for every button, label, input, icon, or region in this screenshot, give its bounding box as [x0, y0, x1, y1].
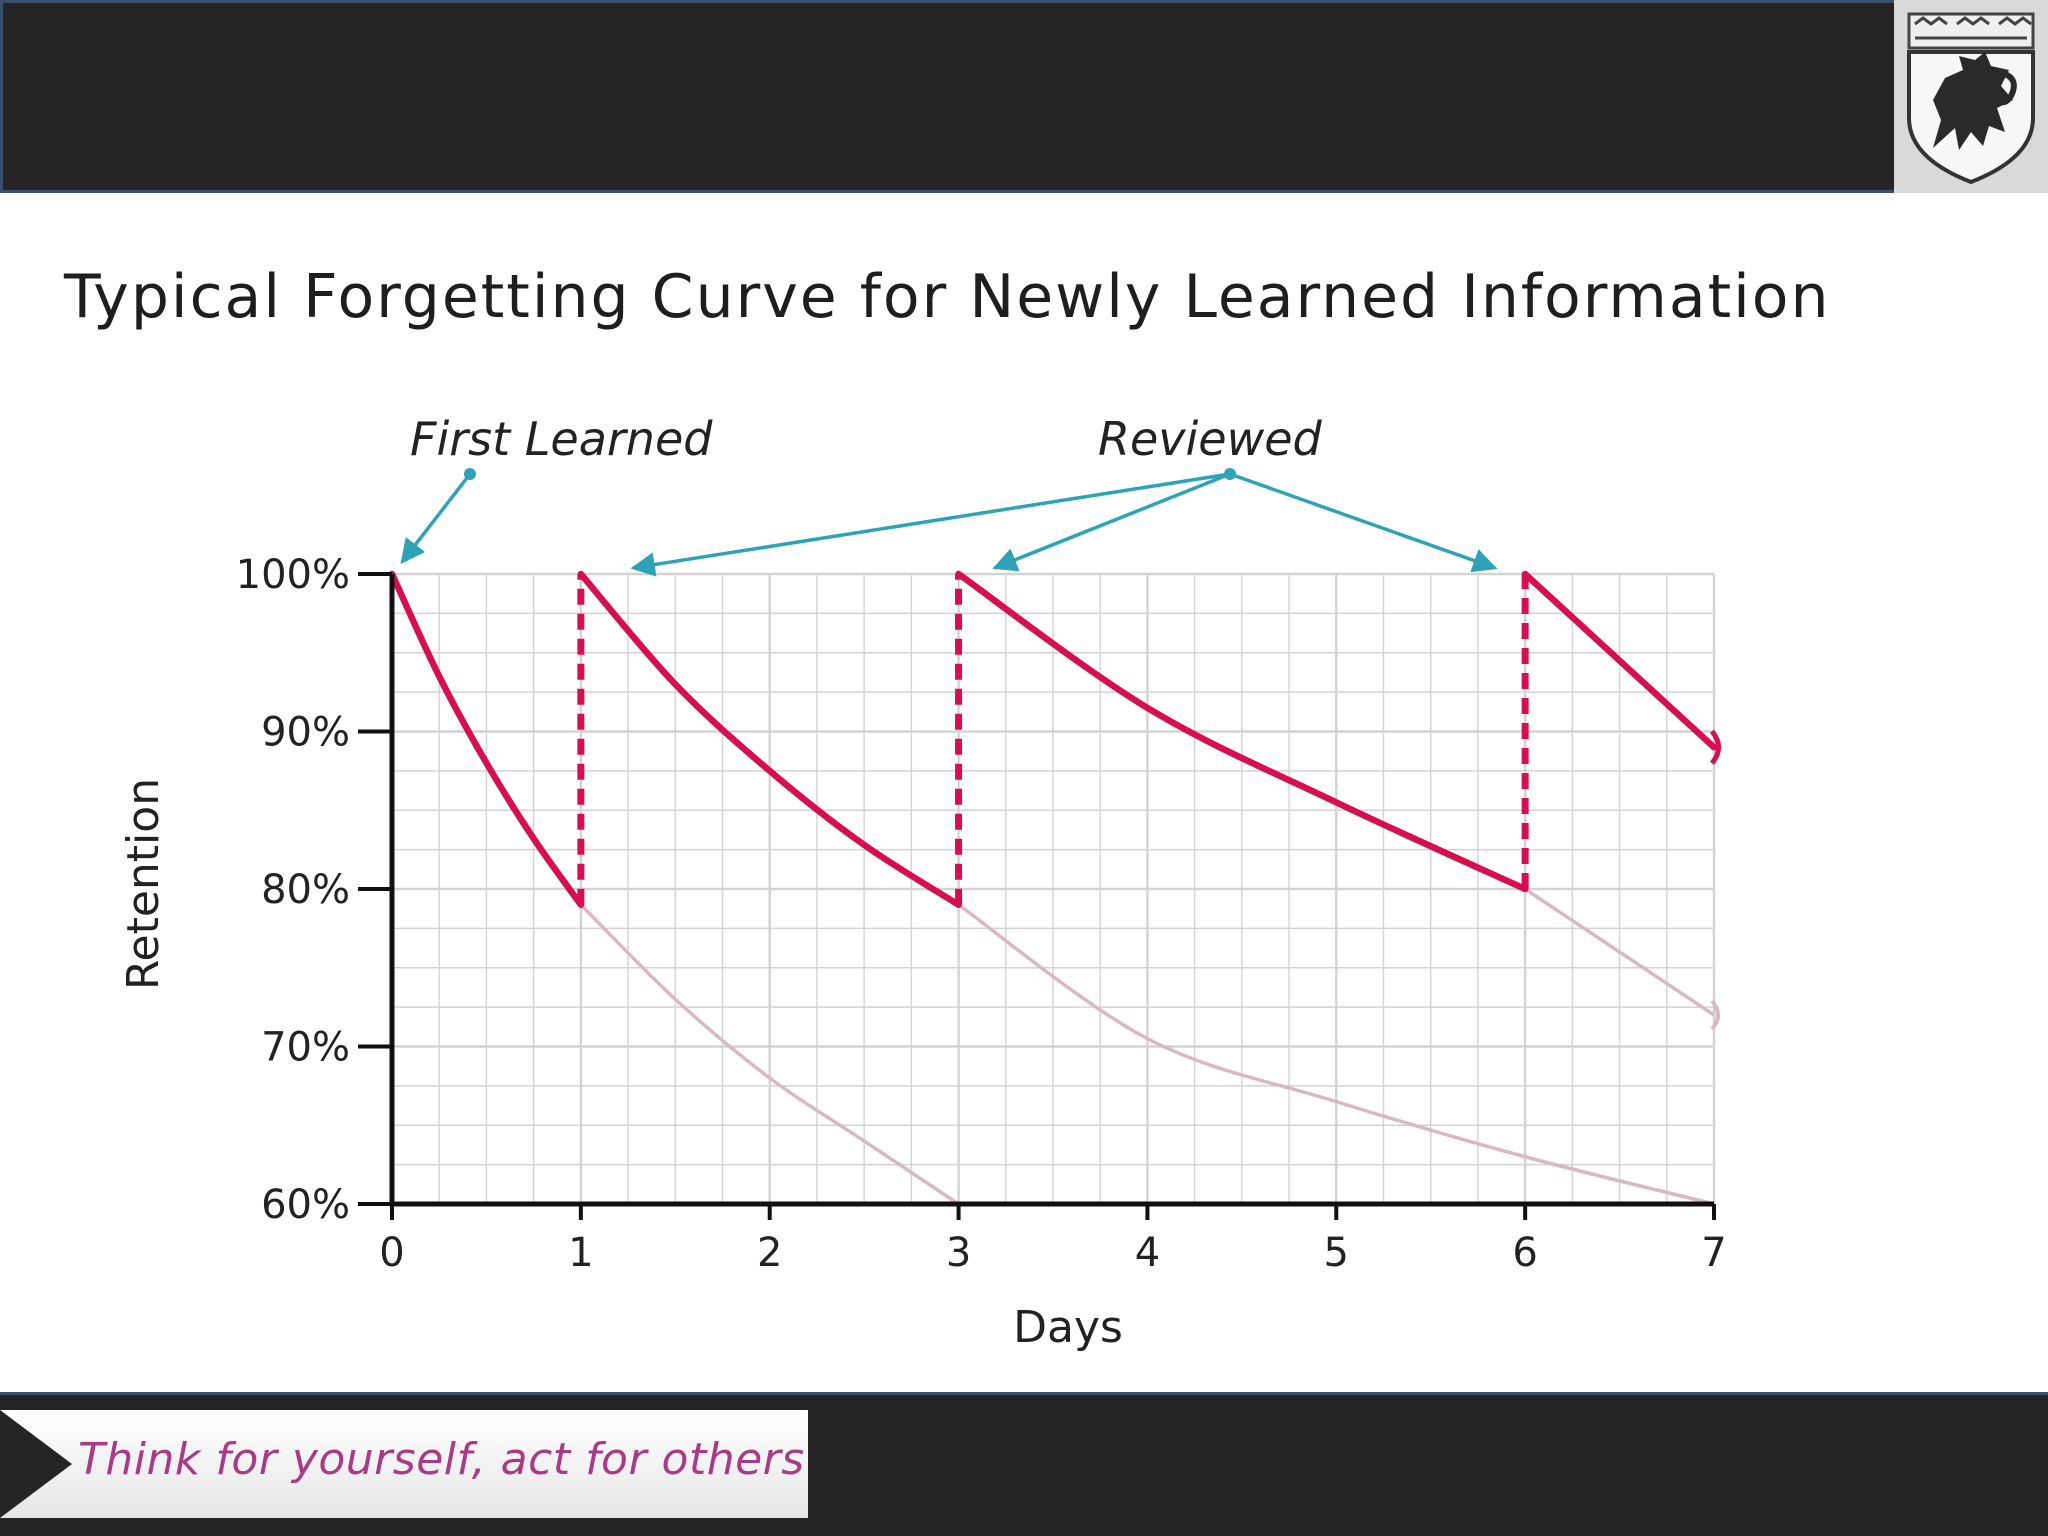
header-bar: [0, 0, 2048, 193]
annotation-arrow: [992, 472, 1231, 572]
x-tick-label: 1: [568, 1230, 593, 1276]
active-forgetting-curve: [388, 570, 585, 908]
x-tick-label: 2: [757, 1230, 782, 1276]
first-learned-label: First Learned: [410, 412, 713, 466]
x-tick-label: 3: [946, 1230, 971, 1276]
y-tick-label: 80%: [261, 867, 350, 913]
chart-title: Typical Forgetting Curve for Newly Learn…: [64, 262, 1831, 332]
footer-motto: Think for yourself, act for others: [78, 1434, 805, 1485]
crest-badge: [1894, 0, 2048, 193]
chart-axes: 0 1 2 3 4 5 6 7 60% 70% 80% 90% 100%: [236, 552, 1727, 1276]
y-tick-label: 100%: [236, 552, 350, 598]
review-lines: [577, 574, 1529, 905]
x-tick-label: 4: [1135, 1230, 1160, 1276]
forgetting-curve-chart: 0 1 2 3 4 5 6 7 60% 70% 80% 90% 100% First Learned Re…: [118, 412, 1727, 1353]
faded-curves: [579, 887, 1720, 1206]
chart-grid: [390, 572, 1716, 1206]
curve-break-mark: [1710, 999, 1720, 1031]
x-axis-title: Days: [1013, 1302, 1123, 1353]
y-tick-label: 60%: [261, 1182, 350, 1228]
annotation-arrow: [1229, 472, 1498, 573]
annotations: First Learned Reviewed: [400, 412, 1498, 577]
annotation-arrow: [400, 472, 472, 564]
motto-banner: [0, 1410, 808, 1518]
y-axis-title: Retention: [118, 778, 169, 990]
active-forgetting-curve: [955, 570, 1529, 893]
heraldic-lion-shield-icon: [1907, 12, 2035, 184]
faded-forgetting-curve: [957, 903, 1715, 1206]
faded-forgetting-curve: [1524, 887, 1715, 1017]
curve-break-mark: [1709, 729, 1721, 765]
active-forgetting-curve: [577, 570, 962, 908]
x-tick-label: 6: [1512, 1230, 1537, 1276]
y-tick-label: 70%: [261, 1025, 350, 1071]
x-tick-label: 5: [1324, 1230, 1349, 1276]
x-tick-label: 7: [1701, 1230, 1726, 1276]
active-curves: [388, 570, 1721, 908]
x-tick-label: 0: [379, 1230, 404, 1276]
reviewed-label: Reviewed: [1098, 412, 1322, 466]
annotation-arrow: [630, 472, 1231, 577]
faded-forgetting-curve: [579, 903, 960, 1206]
active-forgetting-curve: [1521, 570, 1718, 751]
y-tick-label: 90%: [261, 710, 350, 756]
